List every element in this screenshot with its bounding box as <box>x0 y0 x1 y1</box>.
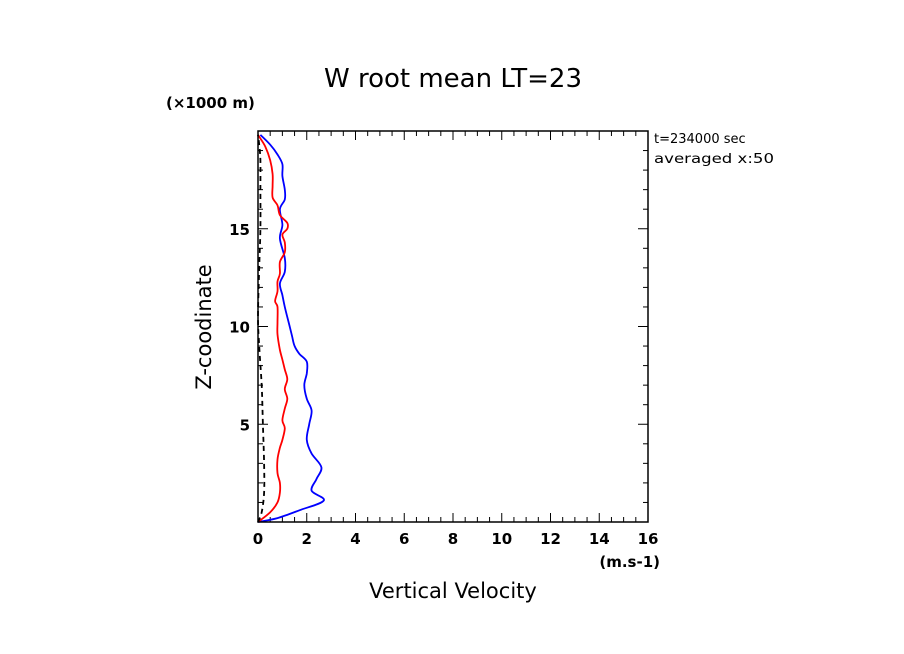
annotation-time: t=234000 sec <box>654 132 746 147</box>
x-tick-label: 0 <box>253 530 263 548</box>
x-tick-label: 14 <box>589 530 610 548</box>
annotation-clip-mask <box>775 150 904 170</box>
annotation-averaged: averaged x:50 <box>654 152 774 167</box>
x-unit-label: (m.s-1) <box>599 553 660 571</box>
chart-title: W root mean LT=23 <box>324 64 582 94</box>
x-axis-label: Vertical Velocity <box>369 579 537 603</box>
x-tick-label: 6 <box>399 530 409 548</box>
x-tick-label: 2 <box>302 530 312 548</box>
series-line-1 <box>257 134 325 523</box>
x-tick-label: 4 <box>350 530 360 548</box>
series-line-2 <box>257 134 289 523</box>
y-tick-label: 15 <box>229 221 250 239</box>
y-tick-label: 10 <box>229 319 250 337</box>
y-axis-label: Z-coodinate <box>192 264 216 389</box>
x-tick-label: 10 <box>491 530 512 548</box>
y-unit-label: (×1000 m) <box>166 94 255 112</box>
x-tick-label: 16 <box>638 530 659 548</box>
y-tick-label: 5 <box>240 416 250 434</box>
x-tick-label: 8 <box>448 530 458 548</box>
x-tick-label: 12 <box>540 530 561 548</box>
series-line-3 <box>257 134 266 523</box>
plot-frame <box>257 130 649 523</box>
